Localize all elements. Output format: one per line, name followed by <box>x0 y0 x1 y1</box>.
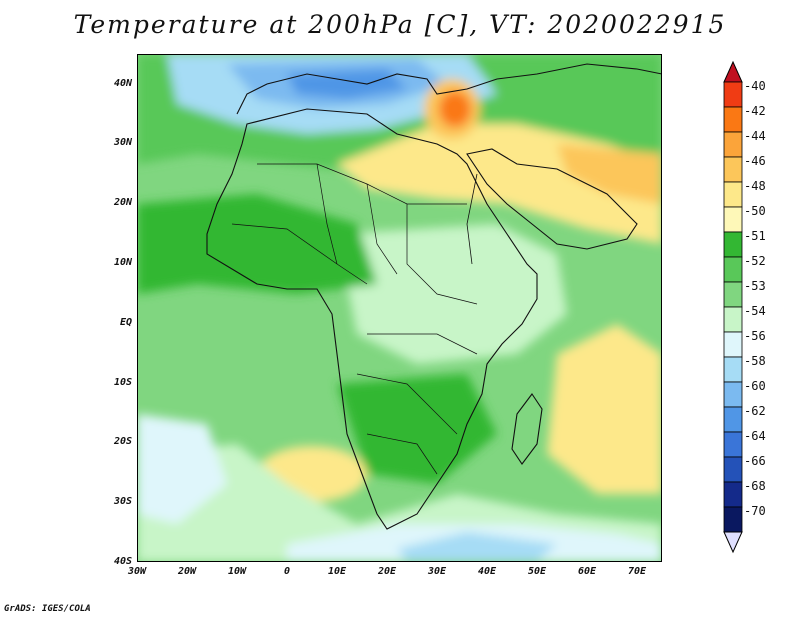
colorbar-cell <box>723 381 743 408</box>
lon-label: 20E <box>377 566 397 577</box>
field-warm-indian-ocean <box>547 324 662 494</box>
border-line <box>231 223 368 285</box>
colorbar-cell <box>723 306 743 333</box>
arabia-outline <box>466 148 638 250</box>
colorbar-cell <box>723 281 743 308</box>
lat-label: 20S <box>113 436 132 447</box>
colorbar-label: -70 <box>744 504 766 518</box>
lon-label: 40E <box>477 566 497 577</box>
colorbar-svg <box>723 60 743 554</box>
colorbar-cell <box>723 431 743 458</box>
colorbar-label: -40 <box>744 79 766 93</box>
border-line <box>356 373 458 435</box>
colorbar-cell <box>723 181 743 208</box>
field-coldest-core <box>287 69 407 99</box>
lon-label: 20W <box>177 566 197 577</box>
colorbar-label: -42 <box>744 104 766 118</box>
colorbar-cell <box>723 206 743 233</box>
map-frame <box>137 54 662 562</box>
field-colder-south <box>397 532 557 562</box>
lat-label: 30S <box>113 496 132 507</box>
europe-coast <box>236 63 662 115</box>
colorbar-cell <box>723 231 743 258</box>
country-borders <box>231 163 478 475</box>
lon-label: 50E <box>527 566 547 577</box>
colorbar-cell <box>723 156 743 183</box>
border-line <box>406 204 478 305</box>
colorbar-label: -54 <box>744 304 766 318</box>
lat-label: 40N <box>113 78 132 89</box>
colorbar-bottom-arrow <box>723 531 743 554</box>
colorbar-cell <box>723 456 743 483</box>
border-line <box>366 433 438 475</box>
field-pale-central <box>337 224 567 364</box>
colorbar-label: -64 <box>744 429 766 443</box>
colorbar-cell <box>723 131 743 158</box>
colorbar-label: -56 <box>744 329 766 343</box>
temperature-map <box>137 54 662 562</box>
colorbar-label: -48 <box>744 179 766 193</box>
border-line <box>367 333 478 355</box>
colorbar-label: -50 <box>744 204 766 218</box>
grads-credit: GrADS: IGES/COLA <box>4 604 91 614</box>
colorbar-label: -53 <box>744 279 766 293</box>
colorbar-label: -58 <box>744 354 766 368</box>
colorbar-cell <box>723 81 743 108</box>
lat-label: 30N <box>113 137 132 148</box>
lon-label: 10E <box>327 566 347 577</box>
madagascar-outline <box>511 393 543 465</box>
colorbar-cell <box>723 481 743 508</box>
colorbar-cell <box>723 406 743 433</box>
colorbar-cell <box>723 506 743 533</box>
field-warm-arabia <box>557 144 662 204</box>
colorbar-label: -46 <box>744 154 766 168</box>
colorbar-cell <box>723 106 743 133</box>
lon-label: 30W <box>127 566 147 577</box>
colorbar-label: -66 <box>744 454 766 468</box>
nile-line <box>466 173 478 265</box>
africa-outline <box>206 108 538 530</box>
border-line <box>366 183 398 275</box>
lat-label: EQ <box>119 317 132 328</box>
coastlines <box>206 63 662 530</box>
colorbar-label: -44 <box>744 129 766 143</box>
lat-label: 20N <box>113 197 132 208</box>
lat-label: 40S <box>113 556 132 567</box>
colorbar-cell <box>723 356 743 383</box>
lat-label: 10N <box>113 257 132 268</box>
border-line <box>316 163 338 265</box>
lon-label: 10W <box>227 566 247 577</box>
colorbar-label: -52 <box>744 254 766 268</box>
map-plot-area <box>137 54 662 562</box>
colorbar-label: -51 <box>744 229 766 243</box>
lon-label: 60E <box>577 566 597 577</box>
lat-label: 10S <box>113 377 132 388</box>
field-cold-southwest <box>137 414 227 524</box>
colorbar-top-arrow <box>723 60 743 83</box>
chart-title: Temperature at 200hPa [C], VT: 202002291… <box>73 10 727 39</box>
colorbar-label: -62 <box>744 404 766 418</box>
lon-label: 0 <box>283 566 291 577</box>
field-hot-core <box>439 91 471 127</box>
colorbar-label: -60 <box>744 379 766 393</box>
lon-label: 70E <box>627 566 647 577</box>
field-green-south <box>337 374 497 484</box>
colorbar-cell <box>723 331 743 358</box>
colorbar-cell <box>723 256 743 283</box>
field-green-west <box>137 194 377 294</box>
lon-label: 30E <box>427 566 447 577</box>
colorbar-label: -68 <box>744 479 766 493</box>
